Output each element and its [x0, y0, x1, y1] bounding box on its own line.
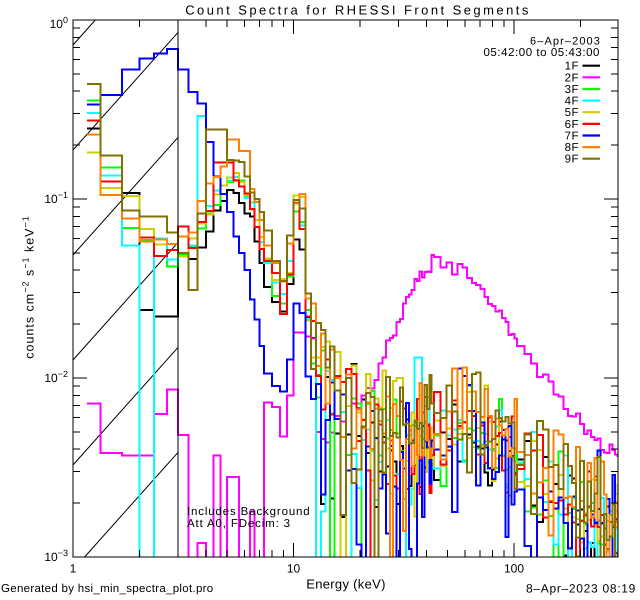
svg-text:1F: 1F — [565, 61, 579, 73]
svg-text:9F: 9F — [565, 154, 579, 166]
svg-text:5F: 5F — [565, 107, 579, 119]
svg-text:4F: 4F — [565, 96, 579, 108]
svg-text:counts cm−2 s−1 keV−1: counts cm−2 s−1 keV−1 — [21, 215, 37, 359]
svg-text:Includes Background: Includes Background — [187, 506, 311, 518]
svg-text:Count Spectra for RHESSI Front: Count Spectra for RHESSI Front Segments — [185, 3, 531, 18]
svg-text:2F: 2F — [565, 72, 579, 84]
svg-text:100: 100 — [504, 562, 524, 576]
svg-text:6F: 6F — [565, 119, 579, 131]
svg-text:05:42:00 to 05:43:00: 05:42:00 to 05:43:00 — [483, 47, 600, 59]
svg-text:3F: 3F — [565, 84, 579, 96]
svg-text:8–Apr–2023 08:19: 8–Apr–2023 08:19 — [526, 582, 636, 596]
svg-text:Generated by hsi_min_spectra_p: Generated by hsi_min_spectra_plot.pro — [1, 583, 213, 595]
svg-text:6–Apr–2003: 6–Apr–2003 — [530, 36, 601, 48]
svg-text:8F: 8F — [565, 142, 579, 154]
svg-text:Energy (keV): Energy (keV) — [306, 577, 385, 592]
svg-text:10: 10 — [287, 562, 301, 576]
svg-text:1: 1 — [70, 562, 77, 576]
svg-text:Att A0, FDecim: 3: Att A0, FDecim: 3 — [187, 518, 291, 530]
svg-text:7F: 7F — [565, 130, 579, 142]
